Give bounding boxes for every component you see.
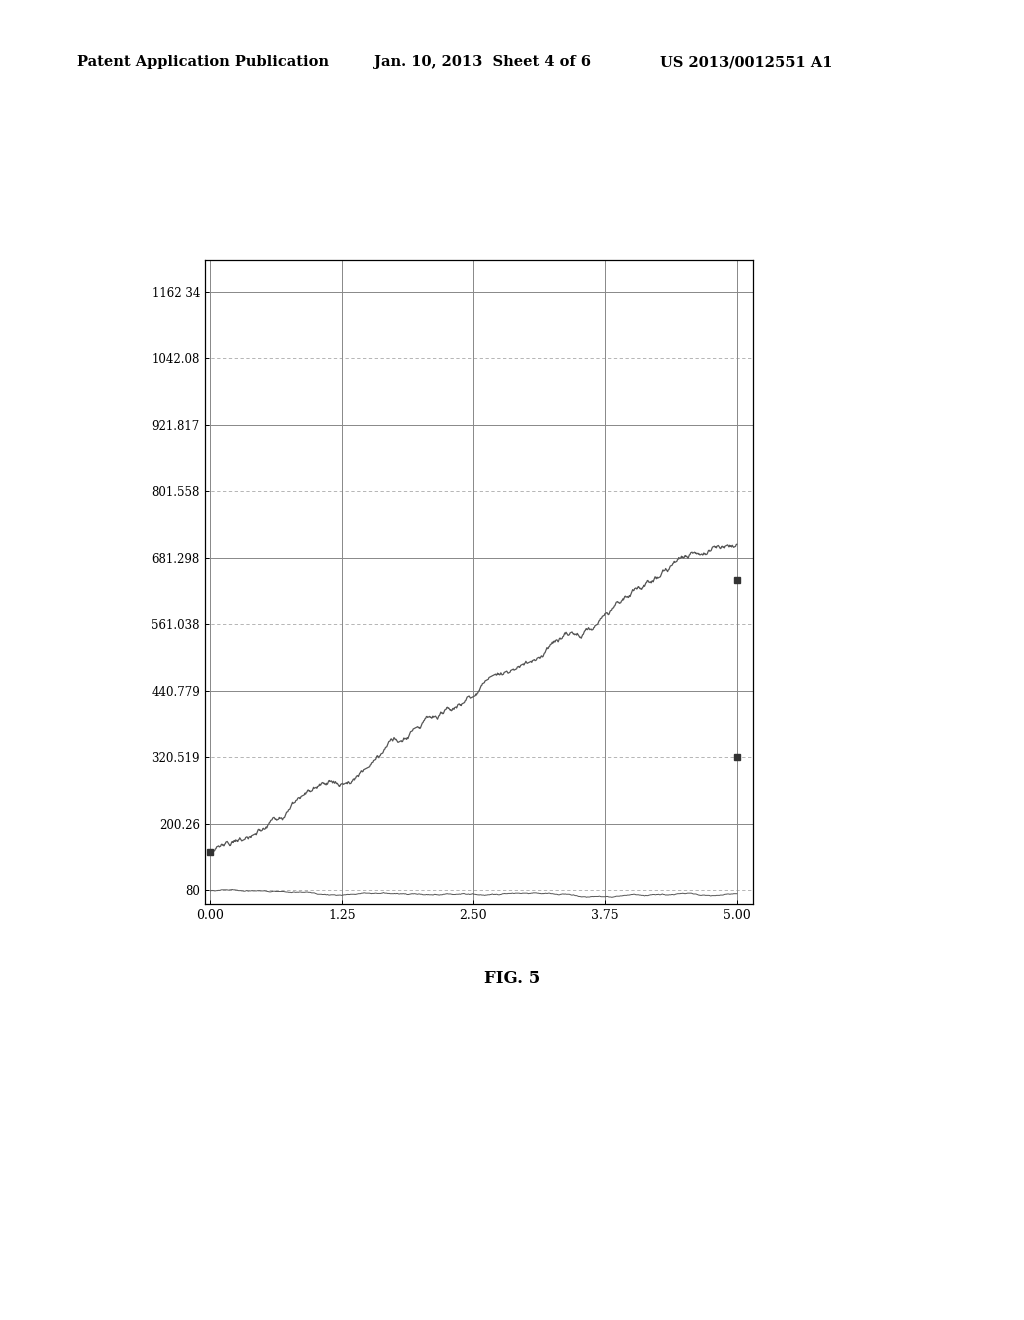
Text: Patent Application Publication: Patent Application Publication [77,55,329,70]
Text: US 2013/0012551 A1: US 2013/0012551 A1 [660,55,833,70]
Text: Jan. 10, 2013  Sheet 4 of 6: Jan. 10, 2013 Sheet 4 of 6 [374,55,591,70]
Text: FIG. 5: FIG. 5 [484,970,540,987]
